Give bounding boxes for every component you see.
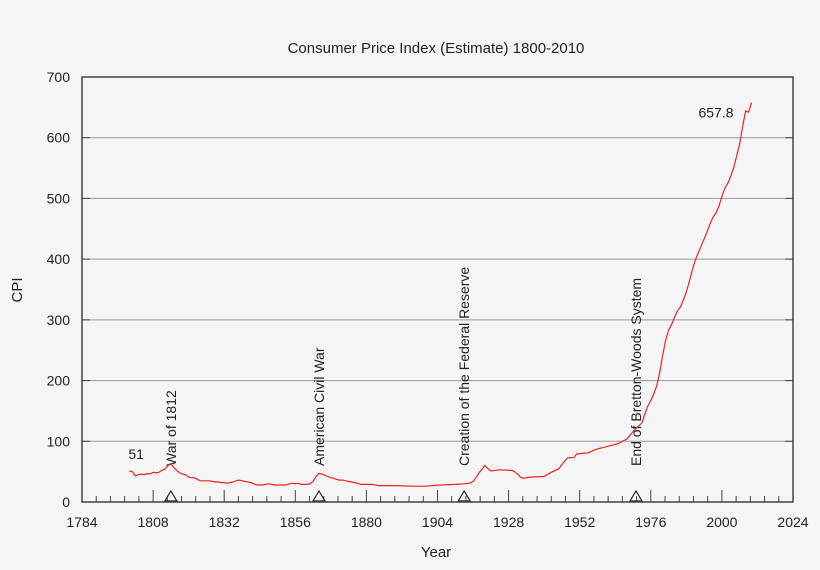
annotation-end-value: 657.8 bbox=[698, 105, 733, 121]
x-tick-label: 2000 bbox=[706, 514, 737, 530]
plot-frame bbox=[81, 76, 794, 503]
x-tick-label: 1928 bbox=[493, 514, 524, 530]
cpi-series-line bbox=[129, 102, 753, 487]
y-tick-label: 200 bbox=[47, 373, 71, 389]
x-tick-label: 1880 bbox=[351, 514, 382, 530]
x-tick-label: 2024 bbox=[777, 514, 808, 530]
x-tick-label: 1784 bbox=[66, 514, 97, 530]
chart-title: Consumer Price Index (Estimate) 1800-201… bbox=[288, 40, 585, 57]
y-tick-label: 0 bbox=[62, 494, 70, 510]
event-marker bbox=[628, 489, 644, 502]
event-label: Creation of the Federal Reserve bbox=[456, 267, 472, 466]
y-axis-label: CPI bbox=[9, 277, 26, 302]
x-tick-label: 1832 bbox=[209, 514, 240, 530]
x-tick-label: 1952 bbox=[564, 514, 595, 530]
y-tick-label: 400 bbox=[47, 251, 71, 267]
y-tick-label: 100 bbox=[47, 433, 71, 449]
event-label: End of Bretton-Woods System bbox=[628, 278, 644, 466]
event-marker bbox=[457, 489, 472, 502]
x-tick-label: 1976 bbox=[635, 514, 666, 530]
y-tick-label: 600 bbox=[47, 130, 71, 146]
annotation-start-value: 51 bbox=[128, 446, 144, 462]
y-tick-label: 700 bbox=[47, 69, 71, 85]
x-tick-label: 1856 bbox=[280, 514, 311, 530]
y-tick-label: 500 bbox=[47, 190, 71, 206]
event-label: American Civil War bbox=[311, 347, 327, 466]
x-axis-label: Year bbox=[421, 544, 451, 561]
x-tick-label: 1808 bbox=[138, 514, 169, 530]
event-marker bbox=[311, 489, 327, 502]
x-tick-label: 1904 bbox=[422, 514, 453, 530]
event-label: War of 1812 bbox=[163, 390, 179, 466]
event-marker bbox=[163, 489, 178, 502]
y-tick-label: 300 bbox=[47, 312, 71, 328]
